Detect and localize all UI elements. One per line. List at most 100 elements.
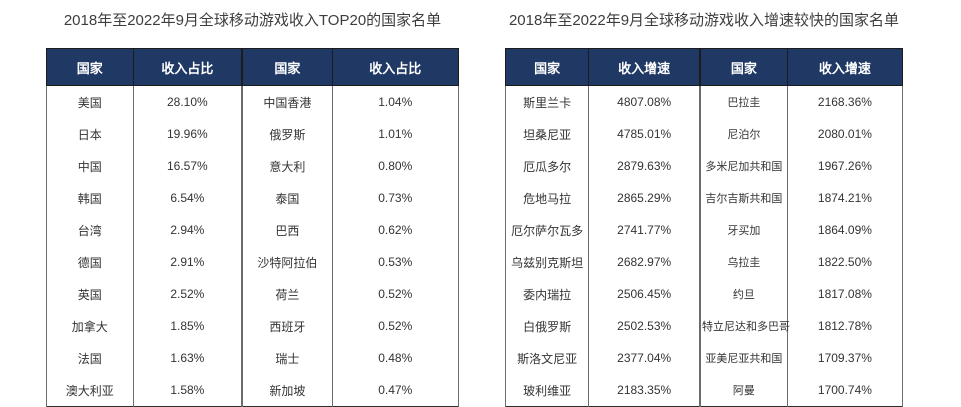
country-cell: 台湾 bbox=[46, 214, 134, 246]
revenue-top20-table: 国家 收入占比 国家 收入占比 美国 28.10% 中国香港 1.04% 日本 19.96… bbox=[46, 48, 459, 407]
country-cell: 俄罗斯 bbox=[241, 118, 333, 150]
table-row: 危地马拉 2865.29% 吉尔吉斯共和国 1874.21% bbox=[504, 182, 904, 214]
value-cell: 2682.97% bbox=[588, 246, 701, 278]
growth-fastest-panel: 2018年至2022年9月全球移动游戏收入增速较快的国家名单 国家 收入增速 国… bbox=[504, 12, 904, 407]
table-row: 厄尔萨尔瓦多 2741.77% 牙买加 1864.09% bbox=[504, 214, 904, 246]
value-cell: 0.52% bbox=[331, 310, 459, 342]
value-cell: 28.10% bbox=[132, 85, 243, 118]
header-row: 国家 收入增速 国家 收入增速 bbox=[504, 48, 904, 86]
growth-fastest-table-head: 国家 收入增速 国家 收入增速 bbox=[504, 48, 904, 86]
value-cell: 2.91% bbox=[132, 246, 243, 278]
country-cell: 阿曼 bbox=[699, 374, 788, 407]
country-cell: 牙买加 bbox=[699, 214, 788, 246]
revenue-top20-panel: 2018年至2022年9月全球移动游戏收入TOP20的国家名单 国家 收入占比 … bbox=[46, 12, 459, 407]
table-row: 台湾 2.94% 巴西 0.62% bbox=[46, 214, 459, 246]
country-cell: 坦桑尼亚 bbox=[504, 118, 590, 150]
value-cell: 1822.50% bbox=[786, 246, 904, 278]
value-cell: 0.53% bbox=[331, 246, 459, 278]
header-revenue-growth-2: 收入增速 bbox=[786, 48, 904, 86]
table-row: 委内瑞拉 2506.45% 约旦 1817.08% bbox=[504, 278, 904, 310]
growth-fastest-table-body: 斯里兰卡 4807.08% 巴拉圭 2168.36% 坦桑尼亚 4785.01% 尼泊尔 20… bbox=[504, 85, 904, 407]
country-cell: 美国 bbox=[46, 85, 134, 118]
country-cell: 新加坡 bbox=[241, 374, 333, 407]
revenue-top20-table-head: 国家 收入占比 国家 收入占比 bbox=[46, 48, 459, 86]
value-cell: 2168.36% bbox=[786, 85, 904, 118]
value-cell: 2741.77% bbox=[588, 214, 701, 246]
country-cell: 巴拉圭 bbox=[699, 85, 788, 118]
header-revenue-growth-1: 收入增速 bbox=[588, 48, 701, 86]
country-cell: 韩国 bbox=[46, 182, 134, 214]
table-row: 美国 28.10% 中国香港 1.04% bbox=[46, 85, 459, 118]
header-country-1: 国家 bbox=[504, 48, 590, 86]
value-cell: 1.58% bbox=[132, 374, 243, 407]
table-row: 斯洛文尼亚 2377.04% 亚美尼亚共和国 1709.37% bbox=[504, 342, 904, 374]
table-row: 法国 1.63% 瑞士 0.48% bbox=[46, 342, 459, 374]
value-cell: 1967.26% bbox=[786, 150, 904, 182]
value-cell: 2080.01% bbox=[786, 118, 904, 150]
country-cell: 西班牙 bbox=[241, 310, 333, 342]
table-row: 坦桑尼亚 4785.01% 尼泊尔 2080.01% bbox=[504, 118, 904, 150]
value-cell: 1700.74% bbox=[786, 374, 904, 407]
value-cell: 2865.29% bbox=[588, 182, 701, 214]
country-cell: 白俄罗斯 bbox=[504, 310, 590, 342]
country-cell: 中国香港 bbox=[241, 85, 333, 118]
value-cell: 2.52% bbox=[132, 278, 243, 310]
revenue-top20-title: 2018年至2022年9月全球移动游戏收入TOP20的国家名单 bbox=[63, 12, 442, 29]
table-row: 中国 16.57% 意大利 0.80% bbox=[46, 150, 459, 182]
value-cell: 2502.53% bbox=[588, 310, 701, 342]
value-cell: 1817.08% bbox=[786, 278, 904, 310]
country-cell: 约旦 bbox=[699, 278, 788, 310]
value-cell: 1.01% bbox=[331, 118, 459, 150]
value-cell: 1709.37% bbox=[786, 342, 904, 374]
country-cell: 吉尔吉斯共和国 bbox=[699, 182, 788, 214]
table-row: 德国 2.91% 沙特阿拉伯 0.53% bbox=[46, 246, 459, 278]
table-row: 乌兹别克斯坦 2682.97% 乌拉圭 1822.50% bbox=[504, 246, 904, 278]
growth-fastest-title: 2018年至2022年9月全球移动游戏收入增速较快的国家名单 bbox=[508, 12, 900, 29]
table-row: 澳大利亚 1.58% 新加坡 0.47% bbox=[46, 374, 459, 407]
value-cell: 4807.08% bbox=[588, 85, 701, 118]
header-revenue-share-2: 收入占比 bbox=[331, 48, 459, 86]
value-cell: 1864.09% bbox=[786, 214, 904, 246]
country-cell: 乌兹别克斯坦 bbox=[504, 246, 590, 278]
value-cell: 2879.63% bbox=[588, 150, 701, 182]
value-cell: 0.80% bbox=[331, 150, 459, 182]
country-cell: 斯洛文尼亚 bbox=[504, 342, 590, 374]
value-cell: 2377.04% bbox=[588, 342, 701, 374]
country-cell: 加拿大 bbox=[46, 310, 134, 342]
country-cell: 玻利维亚 bbox=[504, 374, 590, 407]
value-cell: 2183.35% bbox=[588, 374, 701, 407]
value-cell: 4785.01% bbox=[588, 118, 701, 150]
value-cell: 0.47% bbox=[331, 374, 459, 407]
table-row: 厄瓜多尔 2879.63% 多米尼加共和国 1967.26% bbox=[504, 150, 904, 182]
revenue-top20-table-body: 美国 28.10% 中国香港 1.04% 日本 19.96% 俄罗斯 1.01% 中国 16.57… bbox=[46, 85, 459, 407]
country-cell: 沙特阿拉伯 bbox=[241, 246, 333, 278]
country-cell: 德国 bbox=[46, 246, 134, 278]
country-cell: 泰国 bbox=[241, 182, 333, 214]
country-cell: 亚美尼亚共和国 bbox=[699, 342, 788, 374]
header-country-2: 国家 bbox=[241, 48, 333, 86]
country-cell: 瑞士 bbox=[241, 342, 333, 374]
table-row: 英国 2.52% 荷兰 0.52% bbox=[46, 278, 459, 310]
country-cell: 中国 bbox=[46, 150, 134, 182]
table-row: 玻利维亚 2183.35% 阿曼 1700.74% bbox=[504, 374, 904, 407]
country-cell: 英国 bbox=[46, 278, 134, 310]
header-row: 国家 收入占比 国家 收入占比 bbox=[46, 48, 459, 86]
value-cell: 1.85% bbox=[132, 310, 243, 342]
table-row: 加拿大 1.85% 西班牙 0.52% bbox=[46, 310, 459, 342]
country-cell: 特立尼达和多巴哥 bbox=[699, 310, 790, 342]
value-cell: 0.48% bbox=[331, 342, 459, 374]
header-revenue-share-1: 收入占比 bbox=[132, 48, 243, 86]
country-cell: 荷兰 bbox=[241, 278, 333, 310]
value-cell: 2506.45% bbox=[588, 278, 701, 310]
value-cell: 0.62% bbox=[331, 214, 459, 246]
table-row: 韩国 6.54% 泰国 0.73% bbox=[46, 182, 459, 214]
table-row: 白俄罗斯 2502.53% 特立尼达和多巴哥 1812.78% bbox=[504, 310, 904, 342]
value-cell: 1812.78% bbox=[786, 310, 904, 342]
value-cell: 1.63% bbox=[132, 342, 243, 374]
value-cell: 1.04% bbox=[331, 85, 459, 118]
header-country-1: 国家 bbox=[46, 48, 134, 86]
value-cell: 0.52% bbox=[331, 278, 459, 310]
country-cell: 巴西 bbox=[241, 214, 333, 246]
country-cell: 法国 bbox=[46, 342, 134, 374]
growth-fastest-table: 国家 收入增速 国家 收入增速 斯里兰卡 4807.08% 巴拉圭 2168.36% 坦… bbox=[504, 48, 904, 407]
